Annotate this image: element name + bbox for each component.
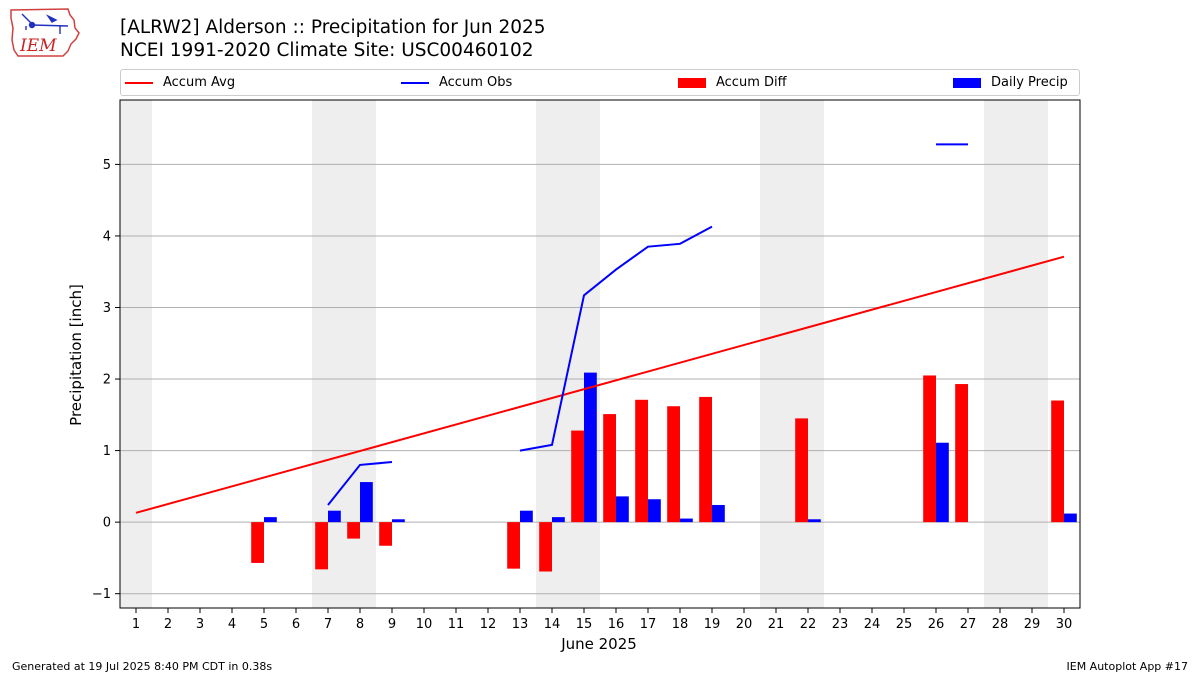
accum-diff-bar-14: [539, 522, 552, 572]
logo-text: IEM: [19, 36, 57, 56]
x-tick-label-3: 3: [196, 617, 204, 632]
legend-item-daily-precip: Daily Precip: [953, 75, 1068, 90]
accum-diff-bar-17: [635, 399, 648, 523]
accum-diff-bar-8: [347, 522, 360, 539]
x-tick-label-18: 18: [672, 617, 689, 632]
x-tick-label-8: 8: [356, 617, 364, 632]
legend-swatch-daily-precip: [953, 77, 981, 88]
legend-item-accum-diff: Accum Diff: [678, 75, 787, 90]
x-tick-label-27: 27: [960, 617, 977, 632]
x-tick-label-29: 29: [1024, 617, 1041, 632]
daily-precip-bar-26: [936, 442, 949, 523]
weekend-band-3: [760, 100, 824, 608]
x-tick-label-28: 28: [992, 617, 1009, 632]
footer-app: IEM Autoplot App #17: [1066, 660, 1189, 673]
x-tick-label-4: 4: [228, 617, 236, 632]
x-tick-label-20: 20: [736, 617, 753, 632]
x-tick-label-26: 26: [928, 617, 945, 632]
daily-precip-bar-16: [616, 496, 629, 523]
x-tick-label-23: 23: [832, 617, 849, 632]
accum-obs-line-segment-1: [519, 225, 713, 452]
x-tick-label-7: 7: [324, 617, 332, 632]
accum-diff-bar-9: [379, 522, 392, 546]
daily-precip-bar-7: [328, 510, 341, 523]
daily-precip-bar-19: [712, 504, 725, 523]
accum-diff-bar-13: [507, 522, 520, 569]
accum-diff-bar-30: [1051, 400, 1064, 523]
daily-precip-bar-18: [680, 518, 693, 523]
daily-precip-bar-8: [360, 482, 373, 523]
accum-diff-bar-5: [251, 522, 264, 563]
y-tick-label-4: 4: [103, 229, 111, 244]
y-tick-label-0: 0: [103, 516, 111, 531]
legend-item-accum-avg: Accum Avg: [125, 75, 235, 90]
plot-frame: [119, 99, 1081, 609]
x-tick-label-17: 17: [640, 617, 657, 632]
daily-precip-bar-14: [552, 517, 565, 523]
iem-logo: IEM: [10, 8, 80, 57]
y-axis-label: Precipitation [inch]: [67, 284, 85, 426]
x-tick-label-16: 16: [608, 617, 625, 632]
footer-generated: Generated at 19 Jul 2025 8:40 PM CDT in …: [12, 660, 273, 673]
daily-precip-bar-30: [1064, 513, 1077, 523]
x-tick-label-15: 15: [576, 617, 593, 632]
legend-swatch-accum-diff: [678, 77, 706, 88]
chart-subtitle: NCEI 1991-2020 Climate Site: USC00460102: [120, 40, 534, 61]
x-tick-label-10: 10: [416, 617, 433, 632]
daily-precip-bar-15: [584, 372, 597, 523]
x-tick-label-21: 21: [768, 617, 785, 632]
legend-swatch-accum-avg: [125, 81, 153, 84]
accum-diff-bar-27: [955, 384, 968, 523]
x-tick-label-2: 2: [164, 617, 172, 632]
accum-diff-bar-26: [923, 375, 936, 523]
accum-diff-bar-18: [667, 406, 680, 523]
accum-avg-line: [135, 255, 1065, 514]
legend-label-daily-precip: Daily Precip: [991, 75, 1068, 90]
legend-swatch-accum-obs: [401, 81, 429, 84]
x-tick-label-30: 30: [1056, 617, 1073, 632]
x-tick-label-5: 5: [260, 617, 268, 632]
x-tick-label-6: 6: [292, 617, 300, 632]
y-tick-label-2: 2: [103, 373, 111, 388]
y-tick-label-1: 1: [103, 444, 111, 459]
chart-title: [ALRW2] Alderson :: Precipitation for Ju…: [120, 17, 546, 38]
legend-item-accum-obs: Accum Obs: [401, 75, 512, 90]
daily-precip-bar-17: [648, 499, 661, 523]
x-tick-label-25: 25: [896, 617, 913, 632]
accum-diff-bar-7: [315, 522, 328, 570]
x-tick-label-19: 19: [704, 617, 721, 632]
daily-precip-bar-5: [264, 517, 277, 523]
daily-precip-bar-13: [520, 510, 533, 523]
x-tick-label-22: 22: [800, 617, 817, 632]
x-tick-label-12: 12: [480, 617, 497, 632]
accum-diff-bar-22: [795, 418, 808, 523]
legend-label-accum-diff: Accum Diff: [716, 75, 787, 90]
daily-precip-bar-9: [392, 519, 405, 523]
daily-precip-bar-22: [808, 519, 821, 523]
weekend-band-0: [120, 100, 152, 608]
x-tick-label-9: 9: [388, 617, 396, 632]
y-tick-label-5: 5: [103, 158, 111, 173]
y-tick-label-3: 3: [103, 301, 111, 316]
x-tick-label-24: 24: [864, 617, 881, 632]
x-tick-label-13: 13: [512, 617, 529, 632]
x-axis-label: June 2025: [560, 635, 637, 653]
legend-label-accum-obs: Accum Obs: [439, 75, 513, 90]
accum-obs-line-segment-0: [327, 461, 393, 506]
x-tick-label-11: 11: [448, 617, 465, 632]
legend-label-accum-avg: Accum Avg: [163, 75, 236, 90]
accum-diff-bar-19: [699, 396, 712, 523]
chart-legend: Accum Avg Accum Obs Accum Diff Daily Pre…: [120, 69, 1080, 96]
y-tick-label--1: −1: [92, 587, 111, 602]
x-tick-label-1: 1: [132, 617, 140, 632]
weekend-band-4: [984, 100, 1048, 608]
accum-diff-bar-15: [571, 430, 584, 523]
x-tick-label-14: 14: [544, 617, 561, 632]
accum-diff-bar-16: [603, 414, 616, 523]
